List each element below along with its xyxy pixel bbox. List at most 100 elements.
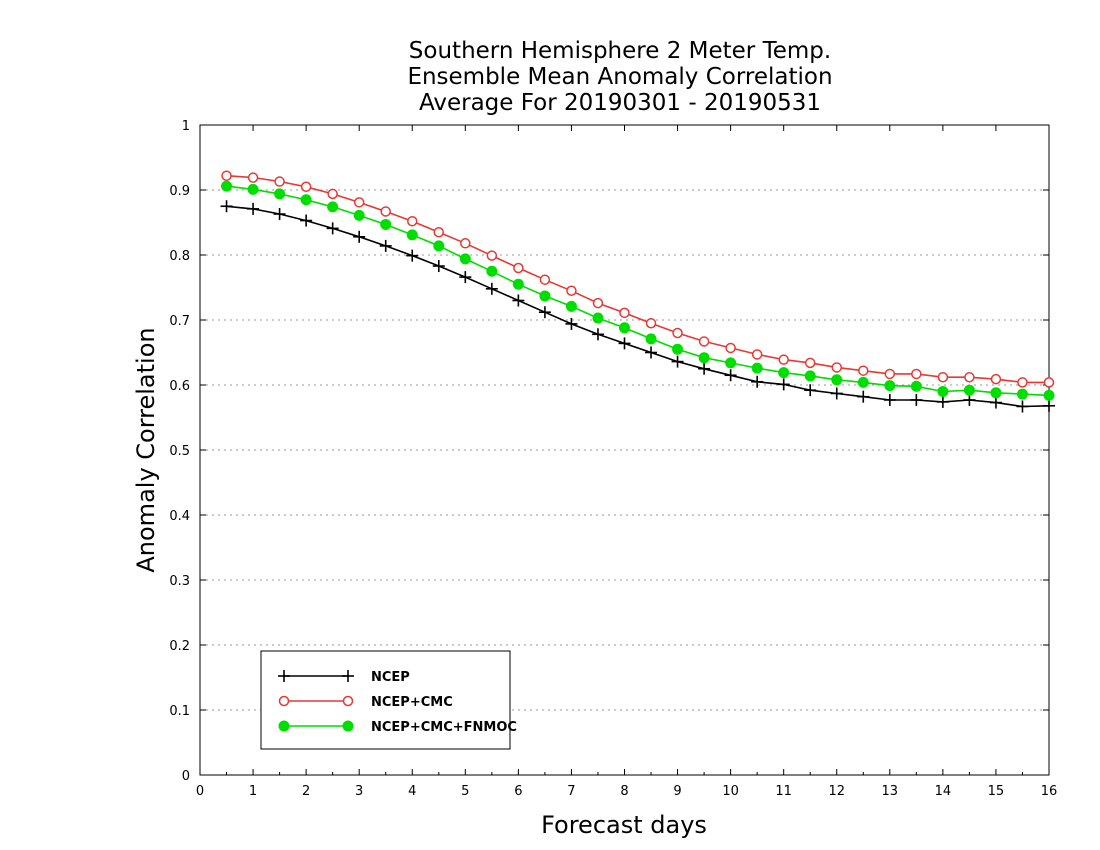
data-point: [645, 333, 657, 345]
data-point: [274, 188, 286, 200]
data-point: [936, 395, 949, 408]
data-point: [937, 386, 949, 397]
y-tick-label: 0.3: [169, 574, 190, 589]
data-point: [592, 297, 604, 309]
data-point: [406, 249, 419, 262]
data-point: [1016, 388, 1028, 400]
data-point: [990, 387, 1002, 399]
data-point: [1016, 400, 1029, 413]
data-point: [1043, 399, 1055, 412]
legend-marker-end: [342, 670, 354, 682]
legend-item: NCEP+CMC: [278, 695, 453, 710]
data-point: [725, 357, 737, 369]
x-tick-label: 8: [620, 784, 628, 799]
data-point: [804, 384, 817, 397]
data-point: [459, 271, 472, 284]
x-tick-label: 5: [461, 784, 469, 799]
legend-marker-start: [278, 720, 290, 732]
data-point: [326, 222, 339, 235]
x-tick-label: 6: [514, 784, 522, 799]
data-point: [485, 282, 498, 295]
legend: NCEP NCEP+CMC NCEP+CMC+FNMOC: [260, 650, 517, 750]
data-point: [989, 396, 1002, 409]
data-point: [1043, 377, 1055, 388]
y-tick-label: 0.6: [169, 379, 190, 394]
data-point: [380, 218, 392, 230]
data-point: [591, 328, 604, 341]
data-point: [433, 227, 445, 238]
y-tick-label: 0.1: [169, 704, 190, 719]
data-point: [751, 362, 763, 374]
data-point: [459, 253, 471, 265]
data-point: [247, 172, 259, 183]
data-point: [353, 230, 366, 243]
x-tick-label: 12: [828, 784, 845, 799]
data-point: [273, 208, 286, 221]
y-tick-label: 1: [182, 119, 190, 134]
y-tick-label: 0.4: [169, 509, 190, 524]
title-line-3: Average For 20190301 - 20190531: [419, 90, 821, 116]
legend-box: [260, 650, 511, 750]
data-point: [512, 294, 525, 307]
data-point: [565, 300, 577, 312]
data-point: [857, 390, 870, 403]
data-point: [1017, 377, 1028, 388]
series-line: [226, 174, 1049, 384]
data-point: [698, 352, 710, 364]
x-tick-label: 7: [567, 784, 575, 799]
data-point: [911, 368, 922, 380]
data-point: [460, 238, 471, 249]
data-point: [804, 370, 816, 382]
legend-item: NCEP+CMC+FNMOC: [278, 720, 517, 735]
data-point: [884, 368, 896, 380]
x-tick-label: 0: [196, 784, 204, 799]
x-tick-label: 9: [673, 784, 681, 799]
data-point: [300, 181, 312, 192]
y-axis-label: Anomaly Correlation: [132, 327, 160, 572]
data-point: [300, 214, 313, 227]
data-point: [353, 209, 365, 221]
legend-marker-start: [278, 695, 290, 707]
data-point: [247, 183, 259, 195]
data-point: [777, 378, 790, 391]
data-point: [725, 342, 736, 354]
title-line-1: Southern Hemisphere 2 Meter Temp.: [409, 38, 831, 64]
data-point: [221, 180, 233, 192]
x-tick-label: 16: [1041, 784, 1058, 799]
data-point: [486, 265, 498, 277]
data-point: [964, 371, 975, 383]
data-point: [778, 367, 790, 379]
x-axis-ticks: 0 1 2 3 4 5 6 7 8 9 10 11 12 13 14 15 16: [196, 125, 1057, 799]
data-point: [247, 202, 260, 215]
y-axis-ticks: 0 0.1 0.2 0.3 0.4 0.5 0.6 0.7 0.8 0.9 1: [169, 119, 1049, 784]
data-point: [751, 349, 763, 360]
data-point: [751, 375, 764, 388]
data-point: [379, 239, 392, 252]
data-point: [883, 393, 896, 406]
y-tick-label: 0.2: [169, 639, 190, 654]
data-point: [327, 201, 339, 213]
data-point: [963, 384, 975, 396]
data-point: [698, 362, 711, 375]
data-point: [857, 376, 869, 388]
x-tick-label: 14: [935, 784, 952, 799]
data-point: [778, 354, 789, 365]
x-tick-label: 3: [355, 784, 363, 799]
x-tick-label: 10: [722, 784, 739, 799]
legend-marker-start: [278, 670, 290, 682]
y-tick-label: 0: [182, 769, 190, 784]
series-line: [226, 205, 1050, 408]
data-point: [300, 194, 312, 206]
data-point: [513, 262, 524, 274]
data-point: [645, 318, 657, 329]
data-point: [380, 206, 391, 217]
series-ncep: [220, 200, 1055, 413]
y-tick-label: 0.9: [169, 184, 190, 199]
data-point: [432, 260, 445, 273]
data-point: [910, 380, 922, 392]
data-point: [804, 357, 816, 369]
data-point: [538, 306, 551, 319]
data-point: [566, 285, 577, 296]
legend-item: NCEP: [278, 670, 410, 685]
data-point: [353, 197, 365, 208]
